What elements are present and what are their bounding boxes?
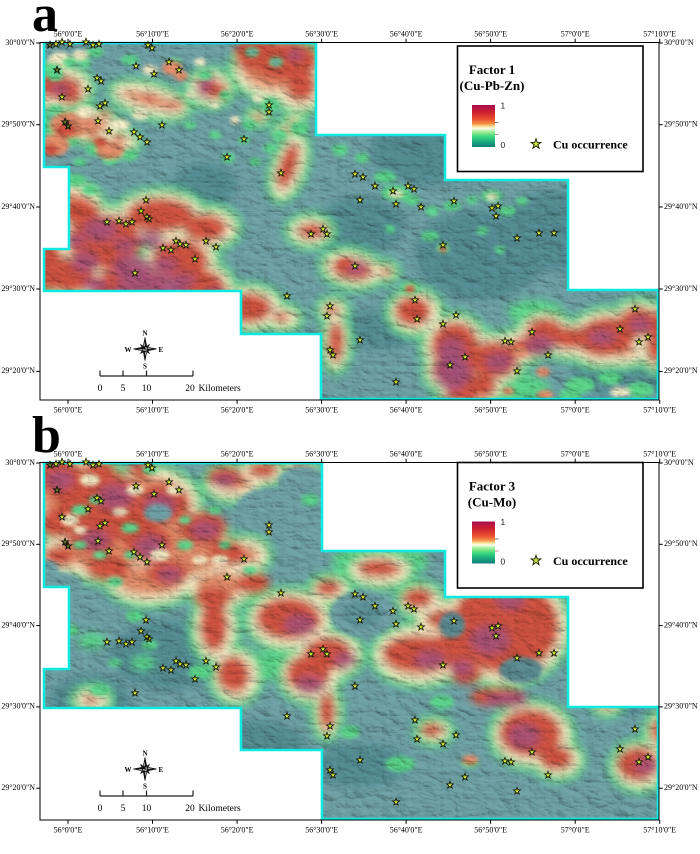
svg-text:0: 0 bbox=[501, 557, 506, 567]
svg-text:1: 1 bbox=[501, 101, 506, 111]
svg-text:Kilometers: Kilometers bbox=[199, 804, 242, 814]
svg-text:29°20'0"N: 29°20'0"N bbox=[664, 783, 698, 792]
svg-text:30°0'0"N: 30°0'0"N bbox=[5, 38, 35, 47]
svg-text:20: 20 bbox=[185, 384, 195, 394]
svg-text:56°20'0"E: 56°20'0"E bbox=[221, 29, 254, 38]
svg-text:a: a bbox=[32, 0, 58, 43]
svg-text:56°10'0"E: 56°10'0"E bbox=[136, 826, 169, 835]
svg-text:29°50'0"N: 29°50'0"N bbox=[1, 120, 35, 129]
svg-text:29°30'0"N: 29°30'0"N bbox=[1, 702, 35, 711]
svg-text:Cu occurrence: Cu occurrence bbox=[553, 554, 628, 568]
svg-text:20: 20 bbox=[185, 804, 195, 814]
svg-text:57°0'0"E: 57°0'0"E bbox=[561, 406, 590, 415]
svg-text:56°20'0"E: 56°20'0"E bbox=[221, 449, 254, 458]
svg-text:Factor 1: Factor 1 bbox=[469, 62, 515, 77]
svg-text:29°50'0"N: 29°50'0"N bbox=[664, 120, 698, 129]
svg-text:S: S bbox=[143, 363, 147, 371]
svg-text:(Cu-Mo): (Cu-Mo) bbox=[468, 495, 516, 510]
svg-text:29°40'0"N: 29°40'0"N bbox=[664, 202, 698, 211]
svg-text:b: b bbox=[32, 407, 61, 464]
svg-text:W: W bbox=[125, 346, 132, 354]
svg-text:30°0'0"N: 30°0'0"N bbox=[5, 458, 35, 467]
svg-text:1: 1 bbox=[501, 517, 506, 527]
svg-text:56°30'0"E: 56°30'0"E bbox=[305, 826, 338, 835]
svg-text:N: N bbox=[142, 330, 147, 338]
svg-text:56°40'0"E: 56°40'0"E bbox=[390, 29, 423, 38]
svg-text:56°10'0"E: 56°10'0"E bbox=[136, 29, 169, 38]
svg-text:56°0'0"E: 56°0'0"E bbox=[54, 449, 83, 458]
svg-text:Factor 3: Factor 3 bbox=[469, 479, 516, 494]
svg-text:57°0'0"E: 57°0'0"E bbox=[561, 29, 590, 38]
svg-text:5: 5 bbox=[121, 384, 126, 394]
svg-text:56°40'0"E: 56°40'0"E bbox=[390, 406, 423, 415]
svg-text:56°30'0"E: 56°30'0"E bbox=[305, 406, 338, 415]
svg-text:56°50'0"E: 56°50'0"E bbox=[474, 406, 507, 415]
svg-text:Cu occurrence: Cu occurrence bbox=[553, 138, 628, 152]
svg-text:56°0'0"E: 56°0'0"E bbox=[54, 29, 83, 38]
svg-text:30°0'0"N: 30°0'0"N bbox=[664, 38, 694, 47]
svg-text:56°30'0"E: 56°30'0"E bbox=[305, 449, 338, 458]
svg-text:29°20'0"N: 29°20'0"N bbox=[1, 783, 35, 792]
svg-text:10: 10 bbox=[142, 804, 152, 814]
svg-text:56°50'0"E: 56°50'0"E bbox=[474, 29, 507, 38]
svg-text:0: 0 bbox=[98, 804, 103, 814]
svg-text:56°30'0"E: 56°30'0"E bbox=[305, 29, 338, 38]
svg-text:5: 5 bbox=[121, 804, 126, 814]
svg-text:56°40'0"E: 56°40'0"E bbox=[390, 449, 423, 458]
svg-text:E: E bbox=[159, 766, 164, 774]
svg-text:29°20'0"N: 29°20'0"N bbox=[664, 366, 698, 375]
svg-text:(Cu-Pb-Zn): (Cu-Pb-Zn) bbox=[459, 78, 524, 93]
svg-text:29°40'0"N: 29°40'0"N bbox=[1, 620, 35, 629]
svg-text:29°50'0"N: 29°50'0"N bbox=[664, 539, 698, 548]
svg-text:57°10'0"E: 57°10'0"E bbox=[643, 826, 676, 835]
svg-text:56°50'0"E: 56°50'0"E bbox=[474, 826, 507, 835]
svg-text:29°30'0"N: 29°30'0"N bbox=[664, 702, 698, 711]
svg-text:56°40'0"E: 56°40'0"E bbox=[390, 826, 423, 835]
svg-text:56°0'0"E: 56°0'0"E bbox=[54, 826, 83, 835]
svg-text:57°10'0"E: 57°10'0"E bbox=[643, 406, 676, 415]
svg-text:29°50'0"N: 29°50'0"N bbox=[1, 539, 35, 548]
svg-text:29°40'0"N: 29°40'0"N bbox=[1, 202, 35, 211]
svg-text:29°40'0"N: 29°40'0"N bbox=[664, 620, 698, 629]
svg-text:Kilometers: Kilometers bbox=[199, 384, 242, 394]
svg-text:29°20'0"N: 29°20'0"N bbox=[1, 366, 35, 375]
svg-text:56°20'0"E: 56°20'0"E bbox=[221, 826, 254, 835]
svg-text:E: E bbox=[159, 346, 164, 354]
svg-text:57°0'0"E: 57°0'0"E bbox=[561, 826, 590, 835]
svg-text:57°10'0"E: 57°10'0"E bbox=[643, 29, 676, 38]
svg-text:10: 10 bbox=[142, 384, 152, 394]
svg-text:N: N bbox=[142, 750, 147, 758]
svg-text:56°0'0"E: 56°0'0"E bbox=[54, 406, 83, 415]
svg-text:0: 0 bbox=[98, 384, 103, 394]
svg-text:30°0'0"N: 30°0'0"N bbox=[664, 458, 694, 467]
svg-text:56°50'0"E: 56°50'0"E bbox=[474, 449, 507, 458]
svg-text:57°10'0"E: 57°10'0"E bbox=[643, 449, 676, 458]
svg-text:56°20'0"E: 56°20'0"E bbox=[221, 406, 254, 415]
svg-text:0: 0 bbox=[501, 140, 506, 150]
svg-text:29°30'0"N: 29°30'0"N bbox=[664, 284, 698, 293]
svg-text:W: W bbox=[125, 766, 132, 774]
svg-text:29°30'0"N: 29°30'0"N bbox=[1, 284, 35, 293]
svg-text:56°10'0"E: 56°10'0"E bbox=[136, 406, 169, 415]
svg-text:56°10'0"E: 56°10'0"E bbox=[136, 449, 169, 458]
svg-text:57°0'0"E: 57°0'0"E bbox=[561, 449, 590, 458]
svg-text:S: S bbox=[143, 783, 147, 791]
